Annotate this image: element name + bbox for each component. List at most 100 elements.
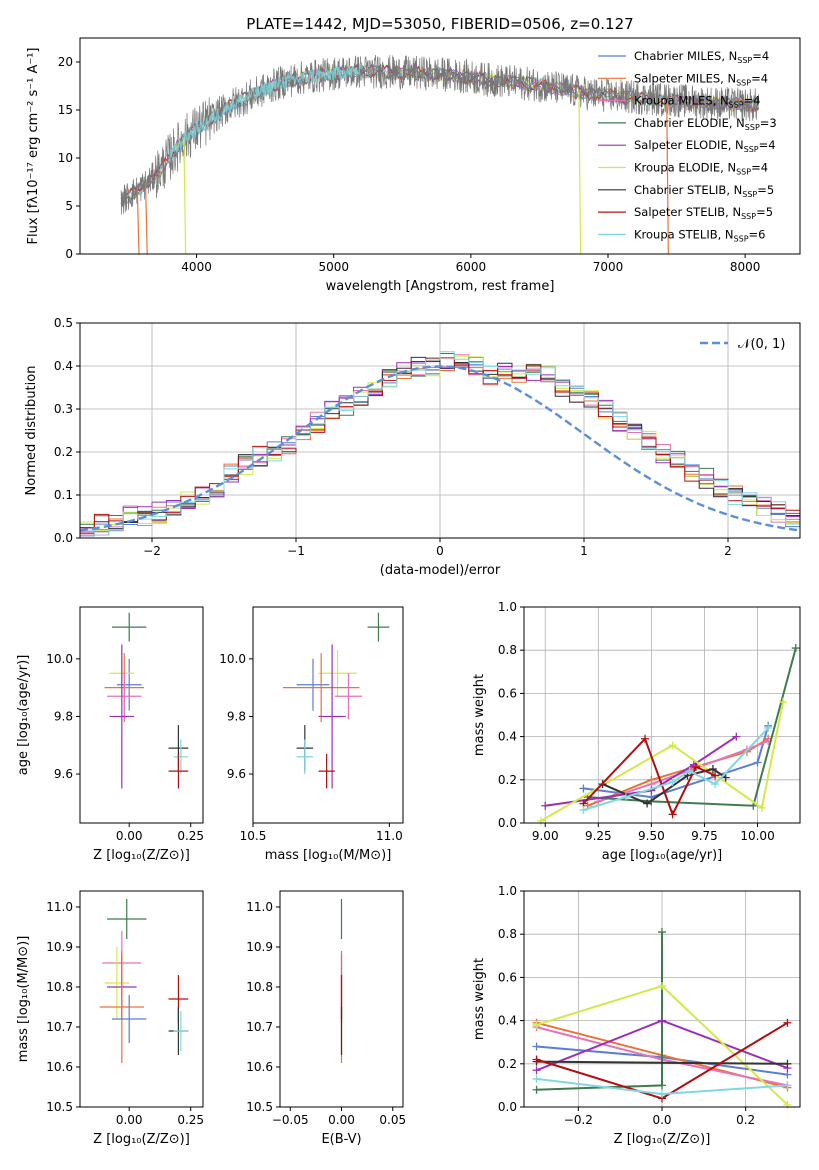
x-tick-label: 10.5: [240, 829, 267, 843]
point-salpeter-elodie: [318, 644, 346, 789]
x-tick-label: 0.00: [328, 1113, 355, 1127]
legend-label-sub: SSP: [742, 190, 757, 199]
point-chabrier-elodie: [107, 899, 147, 939]
legend-label-tail: =4: [744, 94, 761, 108]
x-tick-label: 6000: [456, 260, 487, 274]
plot-area-weight-vs-age: [536, 644, 800, 825]
data-point-marker: [791, 644, 800, 653]
x-tick-label: 8000: [730, 260, 761, 274]
data-point-marker: [532, 1085, 541, 1094]
point-salpeter-stelib: [318, 753, 335, 789]
spectrum-dropout: [666, 99, 669, 255]
legend-label-tail: =4: [759, 138, 776, 152]
legend-label: 𝒩(0, 1): [738, 337, 785, 352]
point-chabrier-miles: [116, 658, 142, 711]
plot-area-spectrum: [120, 54, 760, 255]
data-point-marker: [668, 741, 677, 750]
point-chabrier-miles: [296, 658, 330, 711]
y-tick-label: 0.0: [498, 816, 517, 830]
spectrum-dropout: [144, 182, 148, 255]
legend-label-tail: =6: [749, 227, 766, 241]
x-tick-label: −0.05: [272, 1113, 309, 1127]
plot-area-mass-vs-Z: [99, 899, 189, 1063]
data-point-marker: [668, 777, 677, 786]
x-axis-label: E(B-V): [321, 1132, 361, 1147]
x-tick-label: 9.50: [638, 829, 665, 843]
x-tick-label: 2: [724, 544, 732, 558]
data-point-marker: [721, 773, 730, 782]
x-tick-label: 11.0: [376, 829, 403, 843]
x-tick-label: 9.75: [691, 829, 718, 843]
legend-label-sub: SSP: [745, 123, 760, 132]
y-tick-label: 10.5: [46, 1100, 73, 1114]
series-kroupa-stelib: [579, 723, 773, 815]
x-axis-label: wavelength [Angstrom, rest frame]: [326, 279, 555, 294]
panel-age-vs-mass: 10.5 11.0 9.6 9.8 10.0 mass [log₁₀(M/M⊙)]: [219, 606, 404, 863]
data-point-marker: [757, 803, 766, 812]
data-point-marker: [532, 1074, 541, 1083]
panel-residuals: −2 −1 0 1 2 0.0 0.1 0.2 0.3 0.4 0.5 (data-model)/er…: [24, 316, 801, 578]
y-tick-label: 10.8: [46, 980, 73, 994]
legend-label: Chabrier STELIB, NSSP=5: [634, 183, 774, 199]
legend-label-tail: =4: [752, 49, 769, 63]
x-tick-label: 0.25: [177, 1113, 204, 1127]
legend-label-sub: SSP: [736, 78, 751, 87]
y-tick-label: 10.6: [46, 1060, 73, 1074]
y-tick-label: 0.2: [498, 1057, 517, 1071]
spectrum-data-line: [120, 54, 760, 215]
series-kroupa-elodie: [536, 698, 788, 825]
y-axis-label: Normed distribution: [24, 366, 39, 496]
spectrum-kroupa-stelib-line: [168, 63, 362, 163]
data-point-marker: [579, 806, 588, 815]
legend-label: Salpeter STELIB, NSSP=5: [634, 205, 773, 221]
legend-label-main: Salpeter MILES, N: [634, 71, 736, 85]
data-point-marker: [668, 810, 677, 819]
y-axis-label: mass weight: [472, 958, 487, 1040]
panel-weight-vs-age: 9.00 9.25 9.50 9.75 10.00 0.0 0.2 0.4 0.6 0.8 1.0 a…: [472, 600, 801, 863]
y-axis-label: mass weight: [472, 674, 487, 756]
spectrum-dropout: [183, 138, 187, 255]
y-tick-label: 9.6: [54, 767, 73, 781]
histogram-kroupa-stelib: [79, 351, 801, 538]
data-point-marker: [658, 928, 666, 937]
y-tick-label: 11.0: [46, 900, 73, 914]
plot-area-weight-vs-Z: [532, 928, 792, 1109]
legend-label: Chabrier MILES, NSSP=4: [634, 49, 769, 65]
point-salpeter-elodie: [109, 644, 135, 789]
spectrum-dropout: [578, 92, 582, 255]
y-tick-label: 0.4: [498, 730, 517, 744]
x-tick-label: 5000: [318, 260, 349, 274]
series-line: [545, 735, 737, 807]
y-tick-label: 0: [65, 247, 73, 261]
axes-frame: [79, 890, 204, 1108]
axes-frame: [79, 37, 801, 255]
x-axis-label: Z [log₁₀(Z/Z⊙)]: [93, 848, 190, 863]
x-axis-label: Z [log₁₀(Z/Z⊙)]: [93, 1132, 190, 1147]
series-salpeter-stelib: [579, 734, 720, 819]
data-point-marker: [764, 723, 773, 732]
y-tick-label: 10.8: [246, 980, 273, 994]
y-tick-label: 10.9: [46, 940, 73, 954]
y-tick-label: 1.0: [498, 600, 517, 614]
series-kroupa-stelib: [532, 1074, 792, 1099]
point-chabrier-miles: [111, 995, 147, 1043]
legend-label-main: Chabrier MILES, N: [634, 49, 737, 63]
y-tick-label: 0.5: [54, 316, 73, 330]
panel-mass-vs-Z: 0.00 0.25 10.5 10.6 10.7 10.8 10.9 11.0 Z [log₁₀…: [16, 890, 204, 1147]
plot-area-residuals: [79, 351, 801, 538]
legend-label: Kroupa MILES, NSSP=4: [634, 94, 760, 110]
legend-label: Salpeter MILES, NSSP=4: [634, 71, 768, 87]
point-kroupa-miles: [107, 673, 142, 720]
y-tick-label: 15: [58, 103, 73, 117]
legend-label-tail: =4: [751, 161, 768, 175]
x-tick-label: 9.25: [585, 829, 612, 843]
x-tick-label: 0.05: [379, 1113, 406, 1127]
data-point-marker: [658, 1081, 666, 1090]
legend-label-sub: SSP: [744, 145, 759, 154]
legend-label-main: Salpeter ELODIE, N: [634, 138, 744, 152]
y-tick-label: 10.7: [46, 1020, 73, 1034]
y-tick-label: 0.1: [54, 488, 73, 502]
data-point-marker: [711, 771, 720, 780]
y-tick-label: 20: [58, 55, 73, 69]
data-point-marker: [658, 982, 666, 991]
